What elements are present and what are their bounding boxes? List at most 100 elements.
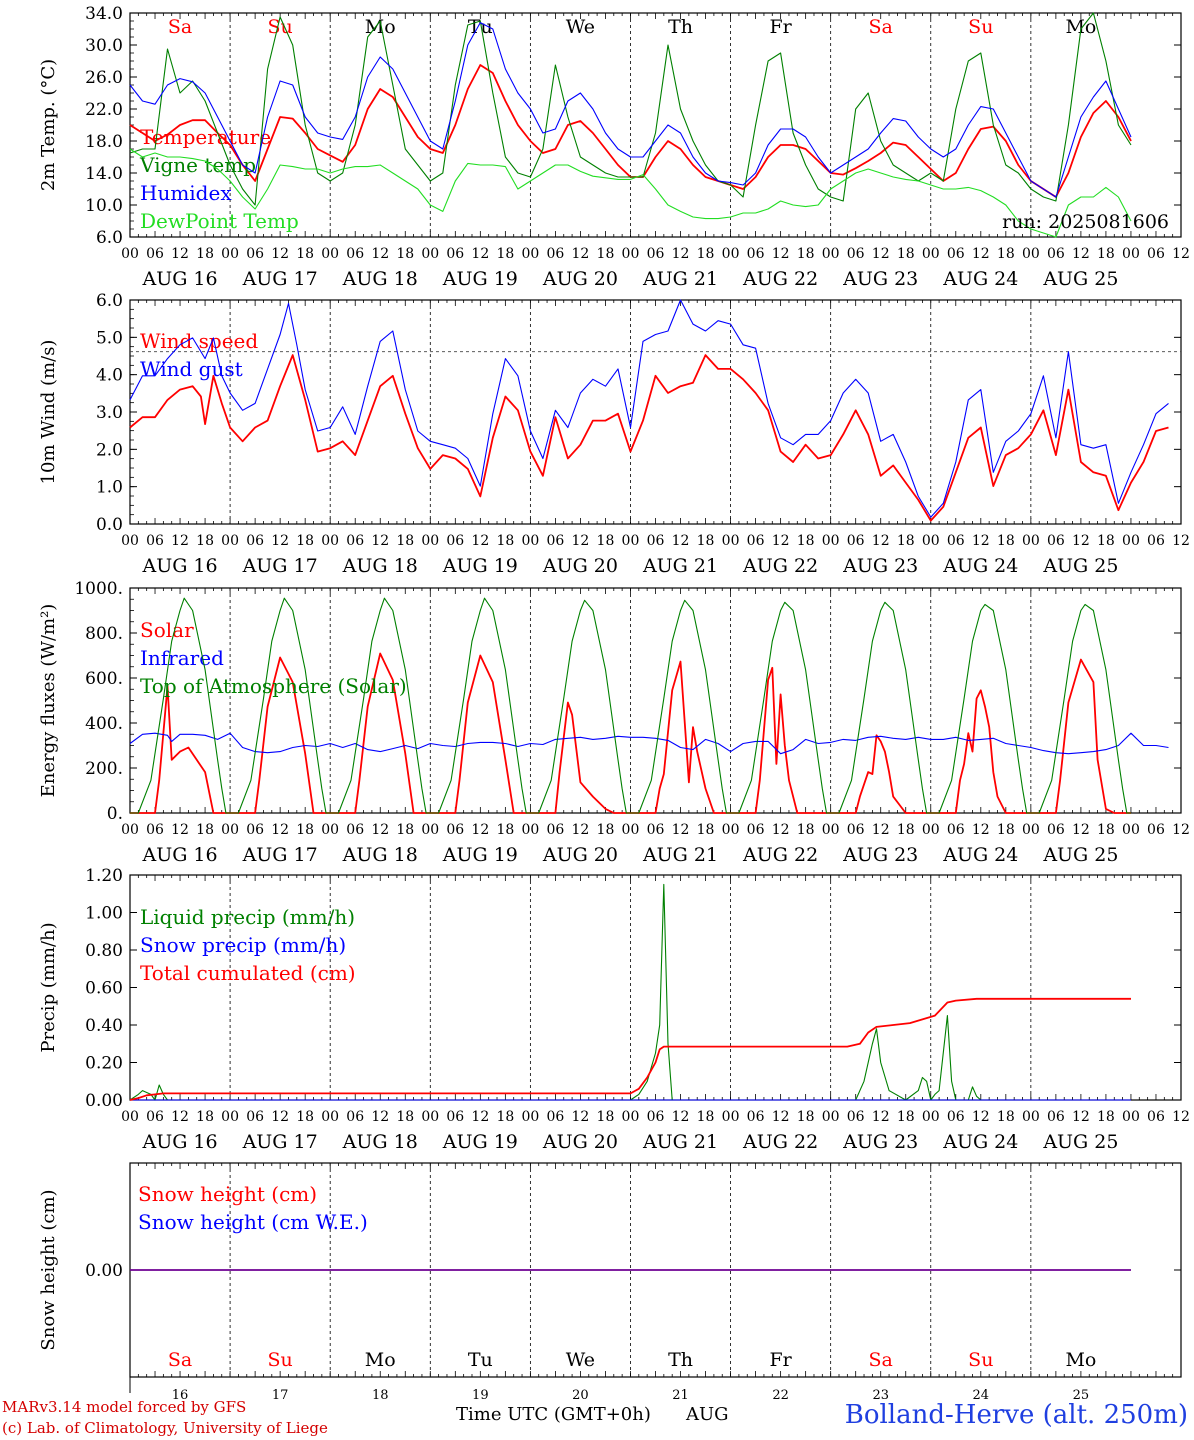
x-hour-label: 00 [722, 533, 740, 549]
series-line-blue [129, 299, 1169, 518]
weekday-label: Mo [1065, 1349, 1096, 1371]
x-hour-label: 12 [271, 1109, 289, 1125]
plot-frame [129, 12, 1182, 238]
x-date-label: AUG 25 [1042, 844, 1118, 866]
x-date-label: AUG 24 [942, 1131, 1018, 1153]
x-hour-label: 12 [972, 533, 990, 549]
y-tick-label: 1.20 [85, 866, 123, 886]
x-date-label: AUG 17 [242, 1131, 318, 1153]
weekday-label: Th [668, 16, 693, 38]
x-hour-label: 18 [396, 822, 414, 838]
x-hour-label: 12 [271, 822, 289, 838]
x-hour-label: 00 [421, 246, 439, 262]
x-hour-label: 18 [296, 246, 314, 262]
x-date-label: AUG 21 [642, 1131, 718, 1153]
x-hour-label: 00 [722, 822, 740, 838]
x-hour-label: 18 [897, 533, 915, 549]
x-hour-label: 00 [521, 1109, 539, 1125]
x-hour-label: 12 [1172, 246, 1190, 262]
x-date-label: AUG 22 [742, 555, 818, 577]
x-hour-label: 00 [121, 533, 139, 549]
x-hour-label: 12 [972, 246, 990, 262]
x-hour-label: 00 [321, 533, 339, 549]
x-date-label: AUG 23 [842, 1131, 918, 1153]
x-hour-label: 12 [572, 822, 590, 838]
x-hour-label: 12 [672, 533, 690, 549]
legend-entry: Temperature [140, 125, 271, 149]
series-line-red [130, 652, 1131, 814]
series-line-red [129, 997, 1131, 1101]
x-date-label: AUG 19 [442, 555, 518, 577]
x-hour-label: 06 [747, 822, 765, 838]
x-hour-label: 18 [697, 822, 715, 838]
x-hour-label: 00 [321, 1109, 339, 1125]
series-line-blue [129, 732, 1169, 755]
x-hour-label: 06 [947, 246, 965, 262]
x-date-label: AUG 24 [942, 268, 1018, 290]
x-hour-label: 12 [271, 533, 289, 549]
weekday-label: Su [268, 16, 293, 38]
x-date-label: AUG 20 [542, 1131, 618, 1153]
x-hour-label: 00 [622, 1109, 640, 1125]
x-day-number: 21 [672, 1388, 689, 1403]
x-hour-label: 12 [872, 822, 890, 838]
x-hour-label: 18 [1097, 822, 1115, 838]
x-hour-label: 06 [346, 822, 364, 838]
x-hour-label: 18 [797, 533, 815, 549]
x-hour-label: 18 [196, 533, 214, 549]
x-hour-label: 06 [446, 533, 464, 549]
x-date-label: AUG 21 [642, 268, 718, 290]
x-hour-label: 00 [722, 246, 740, 262]
x-hour-label: 12 [371, 533, 389, 549]
x-day-number: 17 [272, 1388, 289, 1403]
series-line-lightgreen [129, 148, 1132, 238]
x-day-number: 25 [1073, 1388, 1090, 1403]
x-hour-label: 12 [572, 533, 590, 549]
x-hour-label: 12 [872, 246, 890, 262]
x-hour-label: 00 [822, 822, 840, 838]
x-date-label: AUG 19 [442, 1131, 518, 1153]
x-hour-label: 00 [622, 533, 640, 549]
x-hour-label: 12 [772, 1109, 790, 1125]
x-day-number: 16 [172, 1388, 189, 1403]
x-hour-label: 00 [321, 822, 339, 838]
x-hour-label: 00 [1022, 1109, 1040, 1125]
x-day-number: 19 [472, 1388, 489, 1403]
weekday-label: Th [668, 1349, 693, 1371]
x-hour-label: 18 [997, 246, 1015, 262]
y-axis-label: 10m Wind (m/s) [38, 340, 59, 485]
weekday-label: Fr [769, 1349, 792, 1371]
x-hour-label: 18 [396, 1109, 414, 1125]
y-tick-label: 4.0 [96, 366, 123, 386]
x-hour-label: 18 [597, 1109, 615, 1125]
x-date-label: AUG 18 [342, 844, 418, 866]
x-hour-label: 12 [872, 1109, 890, 1125]
x-hour-label: 06 [847, 246, 865, 262]
x-hour-label: 06 [947, 822, 965, 838]
x-hour-label: 00 [922, 822, 940, 838]
x-hour-label: 06 [847, 533, 865, 549]
y-tick-label: 0.80 [85, 941, 123, 961]
x-date-label: AUG 25 [1042, 1131, 1118, 1153]
x-date-label: AUG 16 [141, 555, 217, 577]
x-hour-label: 06 [947, 533, 965, 549]
x-hour-label: 00 [722, 1109, 740, 1125]
y-tick-label: 5.0 [96, 328, 123, 348]
x-hour-label: 00 [822, 533, 840, 549]
y-tick-label: 2.0 [96, 440, 123, 460]
x-hour-label: 06 [146, 246, 164, 262]
x-hour-label: 06 [546, 822, 564, 838]
x-hour-label: 06 [1147, 533, 1165, 549]
x-hour-label: 00 [221, 822, 239, 838]
station-title: Bolland-Herve (alt. 250m) [844, 1400, 1188, 1430]
legend-entry: Vigne temp [139, 153, 256, 177]
x-date-label: AUG 20 [542, 268, 618, 290]
x-hour-label: 18 [296, 1109, 314, 1125]
weekday-label: Sa [869, 16, 893, 38]
x-hour-label: 00 [922, 246, 940, 262]
y-tick-label: 0.40 [85, 1016, 123, 1036]
y-axis-label: Precip (mm/h) [38, 922, 59, 1052]
x-hour-label: 12 [471, 1109, 489, 1125]
x-hour-label: 06 [1047, 246, 1065, 262]
x-hour-label: 06 [1047, 533, 1065, 549]
